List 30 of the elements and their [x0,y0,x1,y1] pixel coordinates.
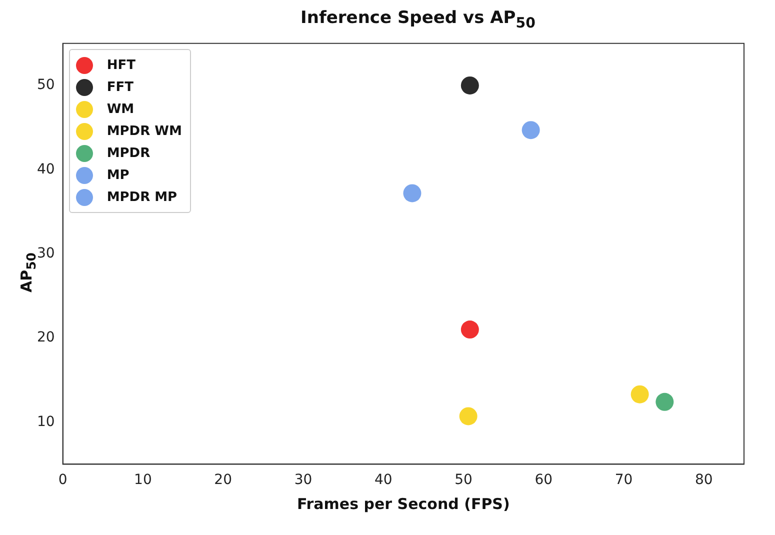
legend-label: HFT [106,58,136,73]
x-tick-label: 30 [294,472,312,488]
point [630,385,649,404]
point [460,320,479,339]
x-tick-label: 60 [534,472,553,488]
chart-title: Inference Speed vs AP$_{50}$ [300,8,536,32]
point [459,407,478,426]
point [460,76,479,94]
x-tick-label: 10 [134,472,152,488]
y-tick-label: 40 [36,161,55,178]
point [656,392,674,411]
x-axis-title: Frames per Second (FPS) [296,494,510,513]
legend-label: MPDR [106,146,150,161]
point [522,121,540,140]
y-tick-label: 30 [36,245,55,262]
y-tick-label: 50 [36,77,55,94]
x-tick-label: 40 [374,472,392,488]
legend-label: FFT [106,80,134,95]
x-tick-label: 0 [58,472,68,488]
y-tick-label: 20 [36,330,55,346]
legend-label: MPDR WM [106,124,182,139]
x-tick-label: 70 [614,472,633,488]
x-tick-label: 50 [454,472,472,488]
legend-label: MPDR MP [106,190,178,205]
legend-label: WM [106,102,134,117]
x-tick-label: 20 [214,472,232,488]
y-tick-label: 10 [36,414,55,430]
x-tick-label: 80 [695,472,713,488]
point [403,184,422,202]
legend-label: MP [106,168,130,183]
